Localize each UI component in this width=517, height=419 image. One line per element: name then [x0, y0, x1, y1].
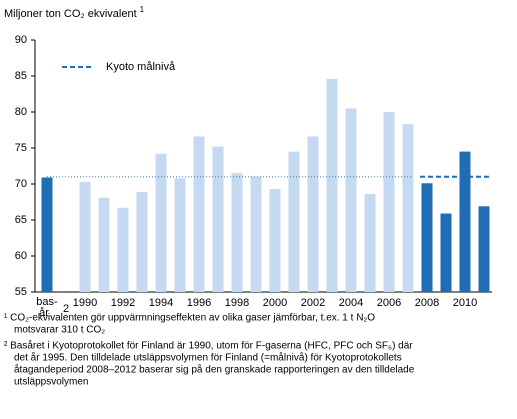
y-tick-label: 60 — [15, 250, 27, 262]
footnote: utsläppsvolymen — [14, 377, 88, 388]
x-tick-label: 2010 — [453, 297, 477, 309]
y-tick-label: 80 — [15, 106, 27, 118]
bar — [98, 197, 110, 292]
legend-label: Kyoto målnivå — [106, 61, 176, 73]
y-tick-label: 70 — [15, 178, 27, 190]
label-part: bas- — [36, 296, 58, 308]
footnote: motsvarar 310 t CO₂ — [14, 325, 105, 336]
y-tick-label: 85 — [15, 70, 27, 82]
x-tick-label: 2002 — [301, 297, 325, 309]
bar — [421, 183, 433, 292]
title-text: Miljoner ton CO₂ ekvivalent — [4, 8, 137, 20]
category-note: 2 — [63, 303, 69, 315]
x-tick-label: 2006 — [377, 297, 401, 309]
chart-title: Miljoner ton CO₂ ekvivalent 1 — [4, 5, 145, 20]
bar — [231, 173, 243, 292]
x-tick-label: 1992 — [111, 297, 135, 309]
footnote: ¹ CO₂-ekvivalenten gör uppvärmningseffek… — [4, 313, 375, 324]
title-note: 1 — [140, 5, 145, 14]
footnote: ² Basåret i Kyotoprotokollet för Finland… — [4, 340, 413, 352]
bar — [459, 151, 471, 292]
x-tick-label: 2004 — [339, 297, 363, 309]
bar — [364, 194, 376, 292]
x-tick-label: 1990 — [73, 297, 97, 309]
y-tick-label: 65 — [15, 214, 27, 226]
x-tick-label: 1994 — [149, 297, 173, 309]
x-tick-label: bas-år — [36, 296, 58, 319]
y-tick-label: 75 — [15, 142, 27, 154]
x-tick-label: 2000 — [263, 297, 287, 309]
bar — [383, 112, 395, 292]
bar — [345, 108, 357, 293]
bar — [402, 124, 414, 293]
bar — [288, 151, 300, 292]
bar — [250, 176, 262, 292]
bar — [440, 213, 452, 292]
x-tick-label: 1998 — [225, 297, 249, 309]
bar — [117, 207, 129, 292]
footnote: åtagandeperiod 2008–2012 baserar sig på … — [14, 364, 415, 376]
bar — [269, 189, 281, 292]
x-tick-label: 2008 — [415, 297, 439, 309]
bar — [193, 136, 205, 292]
bar — [212, 146, 224, 292]
bar — [174, 178, 186, 292]
bar — [41, 177, 53, 292]
bar — [307, 136, 319, 292]
bar — [155, 153, 167, 292]
x-tick-label: 1996 — [187, 297, 211, 309]
y-tick-label: 55 — [15, 286, 27, 298]
footnote: det år 1995. Den tilldelade utsläppsvoly… — [14, 352, 402, 364]
y-tick-label: 90 — [15, 34, 27, 46]
bar — [326, 78, 338, 292]
bar — [478, 206, 490, 292]
label-part: år — [39, 307, 49, 319]
bar — [136, 191, 148, 292]
bar — [79, 181, 91, 292]
